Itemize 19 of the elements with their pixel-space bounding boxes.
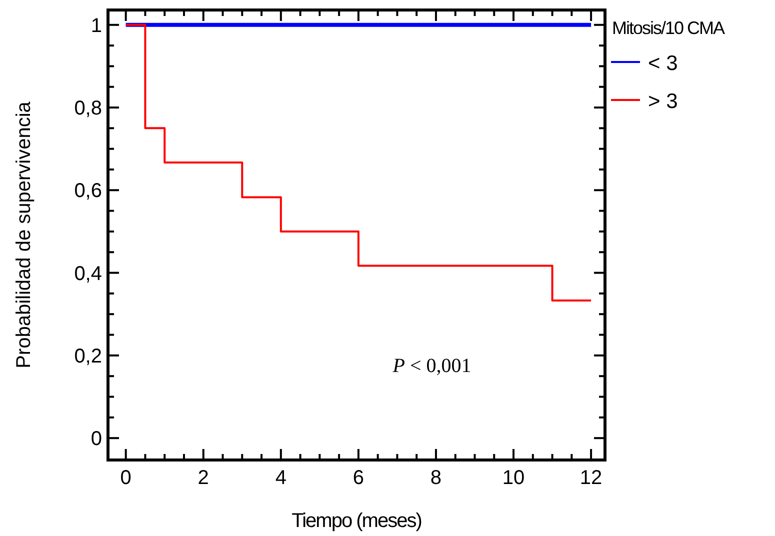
y-tick-label: 0,6 [74, 180, 102, 202]
x-axis-title: Tiempo (meses) [292, 510, 422, 532]
x-tick-label: 8 [430, 467, 442, 489]
x-tick-label: 6 [352, 467, 364, 489]
annotation: P < 0,001 [392, 355, 472, 377]
legend-label: < 3 [648, 52, 678, 75]
y-tick-label: 0,4 [74, 262, 102, 285]
legend-label: > 3 [648, 90, 678, 113]
x-tick-label: 0 [120, 467, 132, 489]
y-tick-label: 0,2 [74, 345, 102, 368]
x-tick-label: 10 [502, 467, 525, 489]
y-tick-label: 0,8 [74, 98, 102, 120]
y-tick-label: 0 [90, 428, 102, 450]
x-tick-label: 4 [275, 467, 286, 489]
x-tick-label: 2 [198, 467, 209, 489]
legend-title: Mitosis/10 CMA [612, 18, 726, 38]
y-axis-title: Probabilidad de supervivencia [13, 100, 35, 368]
x-tick-label: 12 [580, 467, 602, 489]
y-tick-label: 1 [90, 14, 102, 37]
